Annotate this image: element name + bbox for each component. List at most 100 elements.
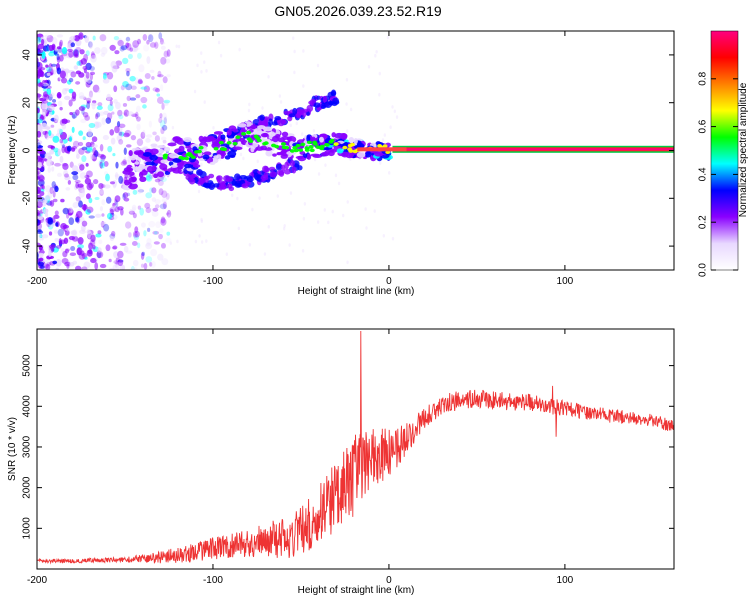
- signal-blob-bright: [184, 156, 190, 161]
- noise-blob: [159, 203, 167, 210]
- noise-blob: [96, 251, 104, 259]
- noise-blob: [148, 120, 153, 128]
- noise-blob: [101, 199, 106, 206]
- noise-blob: [341, 213, 345, 218]
- signal-blob-bright: [235, 135, 241, 140]
- noise-blob: [116, 134, 123, 142]
- signal-blob: [324, 150, 331, 155]
- noise-blob: [75, 148, 80, 155]
- noise-blob: [88, 90, 93, 98]
- noise-blob: [59, 70, 66, 79]
- noise-blob: [105, 117, 112, 124]
- signal-blob: [172, 136, 182, 143]
- arm-blob: [283, 110, 291, 115]
- snr-x-tick-label: 100: [557, 575, 574, 586]
- noise-blob: [141, 251, 145, 257]
- noise-blob: [53, 229, 59, 234]
- noise-blob: [203, 100, 206, 104]
- noise-blob: [159, 228, 164, 234]
- noise-blob: [142, 34, 148, 41]
- noise-blob: [51, 37, 58, 45]
- noise-blob: [45, 45, 50, 53]
- noise-blob: [75, 81, 81, 85]
- noise-blob: [267, 74, 270, 79]
- noise-blob: [67, 70, 75, 74]
- signal-blob: [306, 153, 312, 160]
- noise-blob: [37, 114, 41, 119]
- noise-blob: [323, 208, 326, 212]
- signal-blob: [311, 136, 316, 140]
- noise-blob: [132, 231, 138, 238]
- noise-blob: [69, 112, 74, 116]
- signal-blob: [172, 158, 182, 163]
- noise-blob: [89, 71, 96, 76]
- noise-blob: [130, 85, 137, 90]
- noise-blob: [85, 50, 90, 57]
- arm-blob: [280, 164, 286, 172]
- noise-blob: [345, 78, 349, 82]
- noise-blob: [114, 260, 118, 268]
- noise-blob: [46, 88, 52, 95]
- arm-blob: [283, 168, 292, 175]
- signal-blob-bright: [263, 141, 269, 145]
- noise-blob: [37, 73, 41, 80]
- noise-blob: [219, 53, 223, 58]
- noise-blob: [111, 64, 118, 73]
- signal-blob: [128, 177, 137, 183]
- signal-blob: [153, 173, 158, 179]
- signal-blob: [312, 154, 323, 159]
- noise-blob: [91, 144, 98, 148]
- signal-blob: [255, 146, 264, 151]
- noise-blob: [102, 78, 110, 84]
- noise-blob: [75, 210, 83, 219]
- noise-blob: [116, 121, 121, 128]
- noise-blob: [144, 202, 151, 209]
- signal-blob-bright: [385, 150, 391, 155]
- signal-blob: [146, 165, 154, 173]
- noise-blob: [79, 172, 87, 180]
- noise-blob: [137, 52, 142, 59]
- noise-blob: [97, 247, 102, 253]
- arm-blob: [262, 165, 269, 173]
- noise-blob: [393, 109, 397, 114]
- noise-blob: [37, 222, 43, 230]
- noise-blob: [88, 92, 94, 100]
- noise-blob: [125, 144, 132, 148]
- spectrogram-x-tick-label: -200: [27, 276, 47, 287]
- spectrogram-y-tick-label: 40: [22, 49, 33, 61]
- signal-blob-bright: [213, 146, 219, 151]
- signal-blob-bright: [377, 144, 383, 148]
- noise-blob: [62, 207, 69, 215]
- noise-blob: [46, 35, 54, 43]
- colorbar-tick-label: 0.8: [698, 71, 709, 85]
- noise-blob: [64, 173, 70, 178]
- noise-blob: [162, 201, 167, 210]
- noise-blob: [93, 121, 100, 129]
- noise-blob: [68, 217, 75, 225]
- noise-blob: [59, 106, 63, 111]
- snr-y-tick-label: 1000: [22, 517, 33, 540]
- noise-blob: [76, 247, 82, 256]
- noise-blob: [54, 238, 60, 242]
- noise-blob: [160, 37, 164, 45]
- signal-blob: [157, 145, 166, 149]
- signal-blob: [209, 161, 216, 165]
- noise-blob: [59, 128, 64, 136]
- noise-blob: [312, 128, 316, 133]
- noise-blob: [84, 178, 92, 185]
- noise-blob: [158, 233, 163, 240]
- noise-blob: [64, 248, 70, 254]
- noise-blob: [302, 84, 305, 88]
- noise-blob: [395, 115, 399, 119]
- noise-blob: [41, 102, 48, 110]
- noise-blob: [61, 118, 68, 125]
- noise-blob: [163, 117, 167, 125]
- noise-blob: [69, 252, 77, 257]
- noise-blob: [72, 140, 80, 148]
- snr-x-tick-label: -100: [203, 575, 223, 586]
- colorbar-tick-label: 0.0: [698, 263, 709, 277]
- noise-blob: [129, 209, 133, 214]
- noise-blob: [122, 102, 128, 107]
- signal-blob: [356, 151, 366, 158]
- signal-blob-bright: [162, 153, 168, 158]
